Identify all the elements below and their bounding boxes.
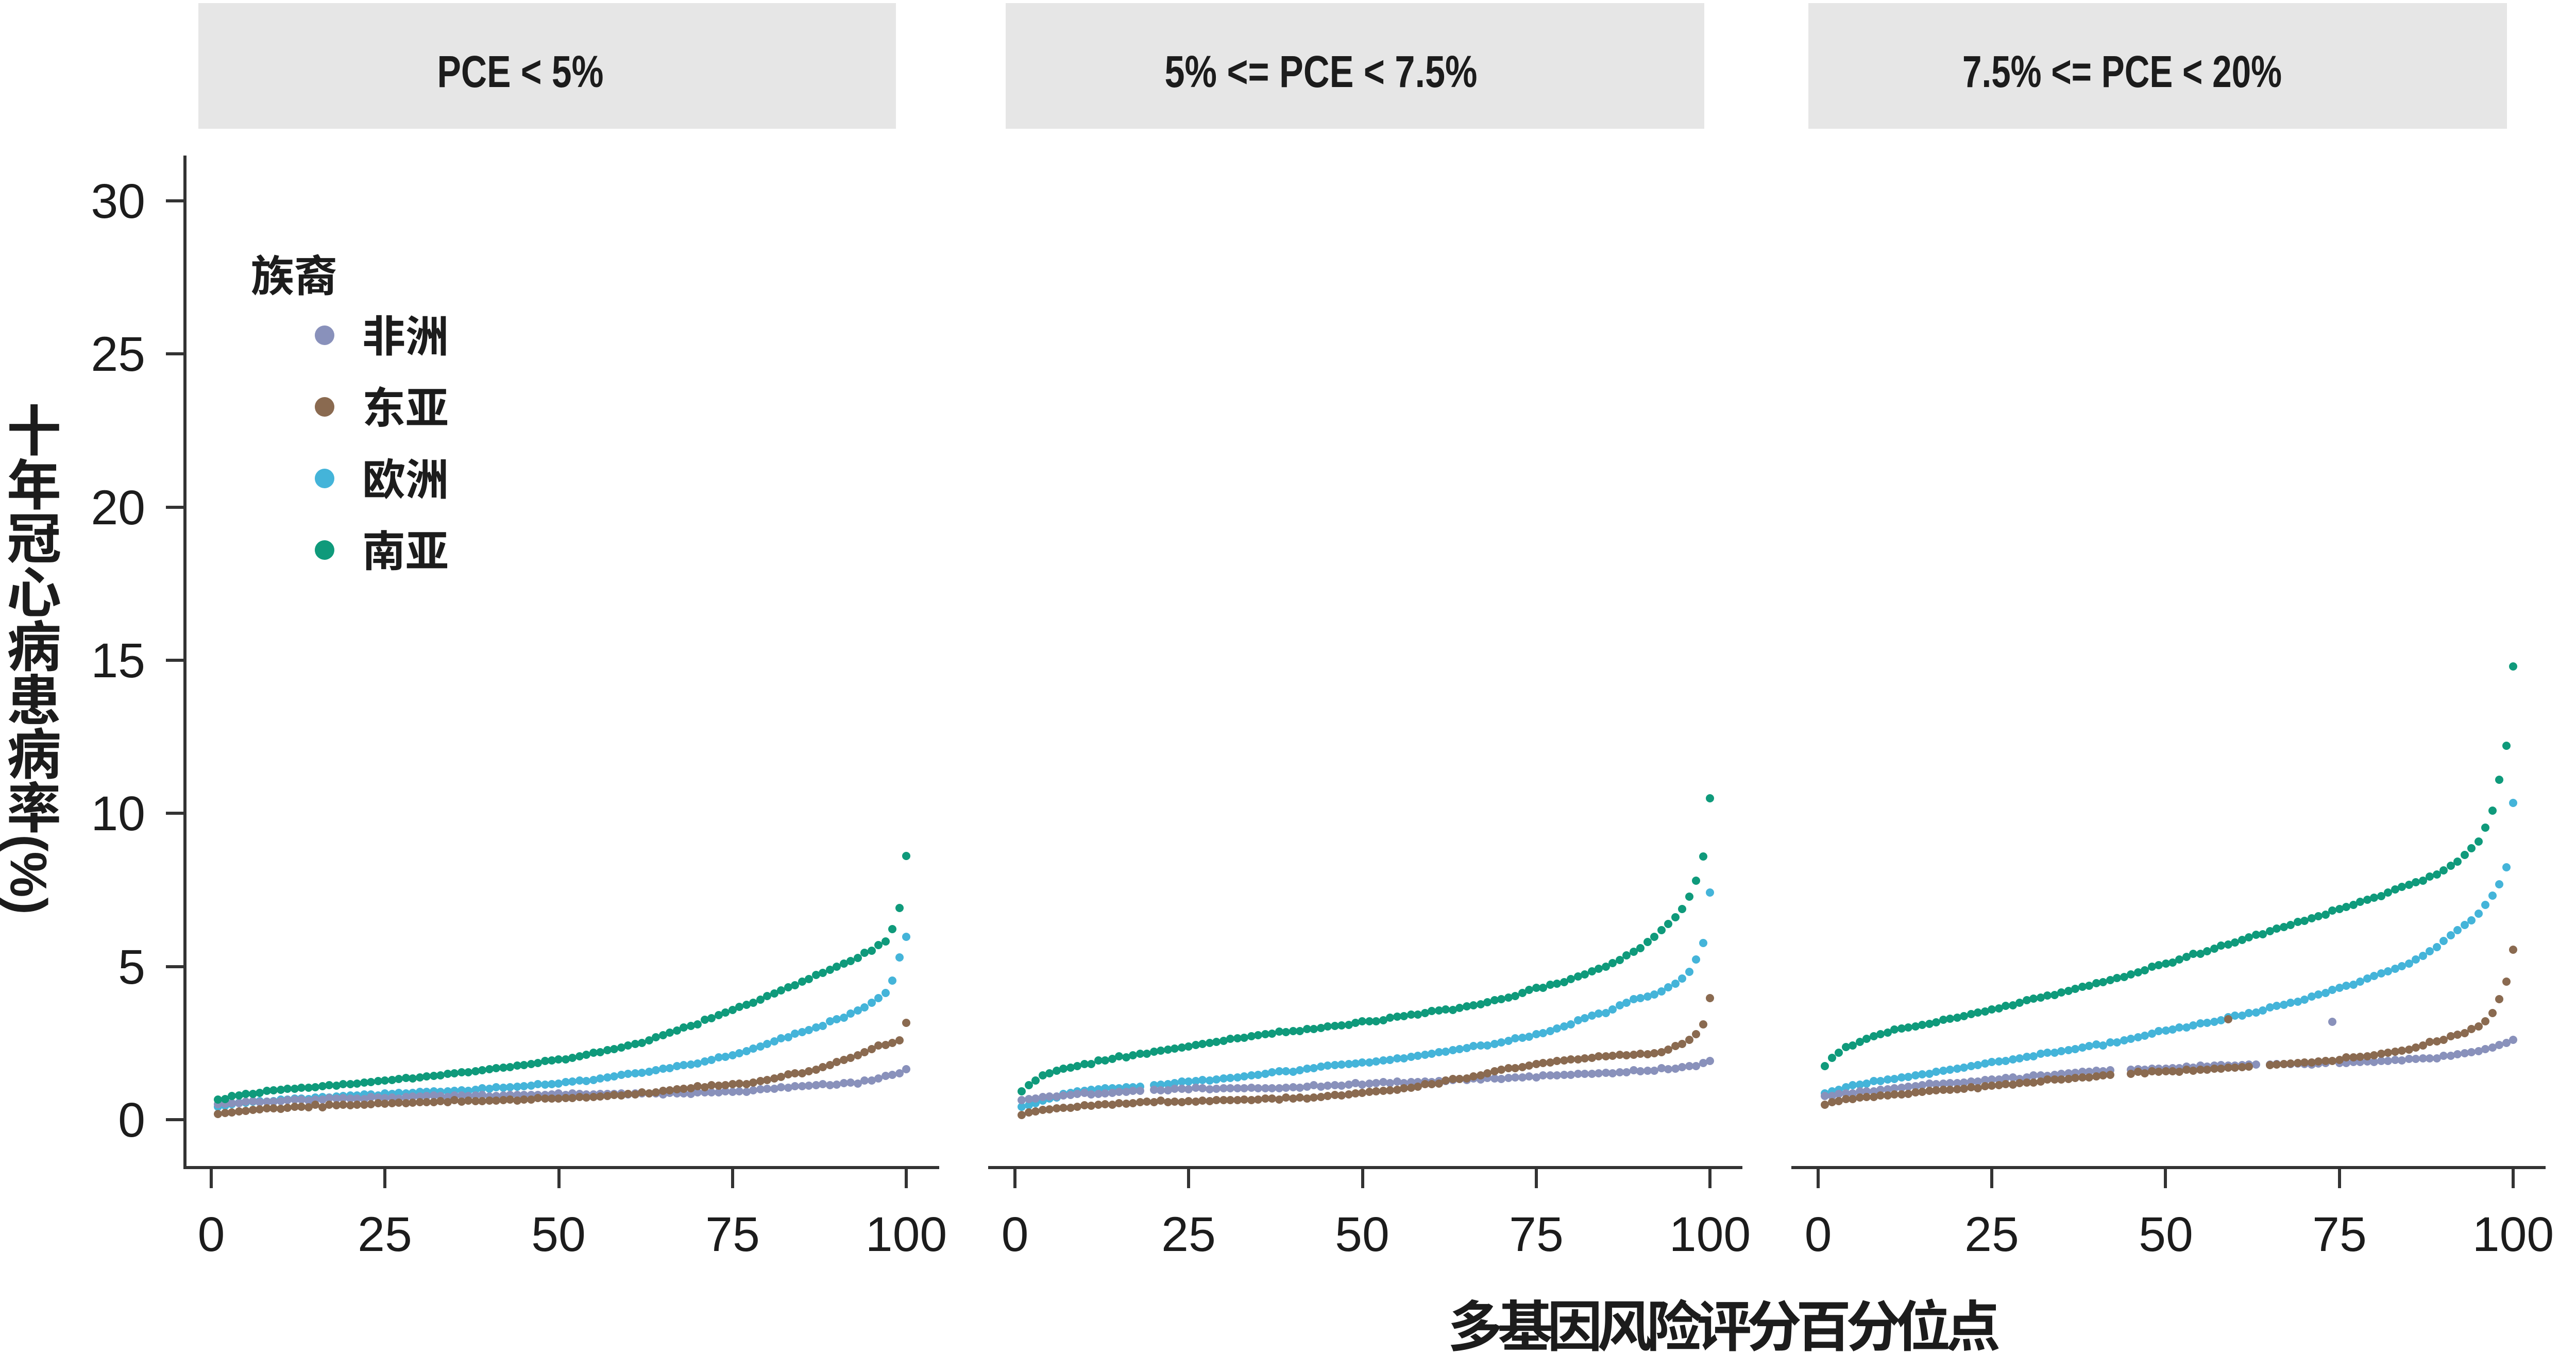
svg-text:25: 25 [358, 1207, 412, 1262]
svg-text:10: 10 [91, 786, 145, 841]
svg-text:(%): (%) [0, 834, 57, 915]
svg-text:20: 20 [91, 481, 145, 535]
svg-text:PCE < 5%: PCE < 5% [437, 47, 604, 97]
svg-text:5% <= PCE < 7.5%: 5% <= PCE < 7.5% [1165, 47, 1478, 97]
svg-text:0: 0 [1805, 1207, 1832, 1262]
svg-text:0: 0 [1002, 1207, 1029, 1262]
svg-text:50: 50 [2139, 1207, 2193, 1262]
svg-text:50: 50 [1335, 1207, 1389, 1262]
svg-text:0: 0 [198, 1207, 225, 1262]
svg-text:25: 25 [1161, 1207, 1216, 1262]
svg-text:100: 100 [1669, 1207, 1751, 1262]
svg-text:5: 5 [118, 940, 145, 995]
svg-text:15: 15 [91, 633, 145, 688]
svg-text:7.5% <= PCE < 20%: 7.5% <= PCE < 20% [1962, 47, 2282, 97]
svg-text:75: 75 [705, 1207, 760, 1262]
svg-text:100: 100 [866, 1207, 947, 1262]
svg-text:75: 75 [2312, 1207, 2367, 1262]
svg-text:0: 0 [118, 1093, 145, 1147]
svg-text:30: 30 [91, 174, 145, 229]
svg-text:50: 50 [531, 1207, 586, 1262]
svg-text:100: 100 [2472, 1207, 2554, 1262]
svg-text:25: 25 [91, 327, 145, 382]
svg-text:75: 75 [1509, 1207, 1564, 1262]
svg-text:25: 25 [1964, 1207, 2019, 1262]
